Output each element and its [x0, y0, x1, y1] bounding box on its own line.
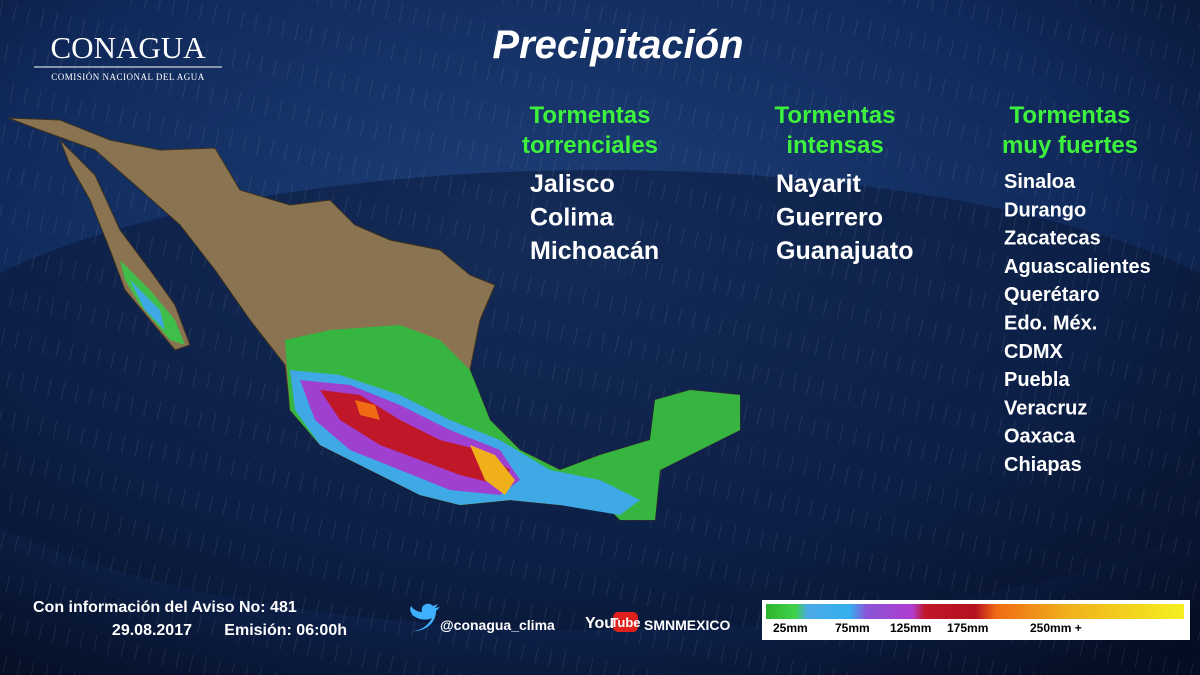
emission: Emisión: 06:00h — [224, 622, 347, 639]
legend-label: 25mm — [773, 621, 808, 635]
state-name: CDMX — [1004, 341, 1064, 363]
column-heading: torrenciales — [522, 132, 658, 159]
date: 29.08.2017 — [112, 622, 192, 639]
legend-scale — [766, 604, 1184, 619]
logo-subtitle: COMISIÓN NACIONAL DEL AGUA — [51, 72, 205, 82]
state-name: Colima — [530, 204, 614, 232]
youtube-logo-you: You — [585, 615, 614, 632]
state-name: Querétaro — [1004, 284, 1100, 306]
state-name: Puebla — [1004, 369, 1070, 391]
state-name: Nayarit — [776, 170, 861, 198]
baja-california — [59, 139, 191, 351]
state-name: Guerrero — [776, 204, 883, 232]
logo-name: CONAGUA — [51, 30, 207, 65]
legend: 25mm 75mm 125mm 175mm 250mm + — [773, 621, 1082, 635]
state-name: Zacatecas — [1004, 228, 1101, 250]
youtube-logo-box — [613, 612, 638, 632]
map — [7, 117, 741, 521]
legend-label: 125mm — [890, 621, 931, 635]
notice: Con información del Aviso No: 481 — [33, 599, 297, 616]
rain-orange — [355, 400, 380, 420]
state-name: Sinaloa — [1004, 171, 1076, 193]
state-name: Aguascalientes — [1004, 256, 1151, 278]
state-name: Michoacán — [530, 237, 659, 265]
legend-label: 250mm + — [1030, 621, 1082, 635]
state-name: Chiapas — [1004, 454, 1082, 476]
state-name: Jalisco — [530, 170, 615, 198]
youtube-channel[interactable]: SMNMEXICO — [644, 617, 730, 633]
twitter-icon — [410, 603, 440, 632]
state-name: Edo. Méx. — [1004, 313, 1097, 335]
title: Precipitación — [492, 23, 743, 67]
state-name: Oaxaca — [1004, 426, 1076, 448]
legend-label: 175mm — [947, 621, 988, 635]
rain-yellow — [470, 445, 515, 495]
legend-label: 75mm — [835, 621, 870, 635]
column-heading: intensas — [786, 132, 883, 159]
column-heading: Tormentas — [1010, 102, 1131, 129]
state-name: Guanajuato — [776, 237, 914, 265]
state-name: Durango — [1004, 199, 1086, 221]
storm-columns: Tormentas torrenciales Jalisco Colima Michoa… — [522, 102, 1151, 476]
column-heading: Tormentas — [775, 102, 896, 129]
column-heading: muy fuertes — [1002, 132, 1138, 159]
state-name: Veracruz — [1004, 397, 1087, 419]
column-heading: Tormentas — [530, 102, 651, 129]
youtube-logo-tube: Tube — [610, 615, 640, 630]
rain-baja-core — [130, 280, 165, 330]
twitter-handle[interactable]: @conagua_clima — [440, 617, 555, 633]
